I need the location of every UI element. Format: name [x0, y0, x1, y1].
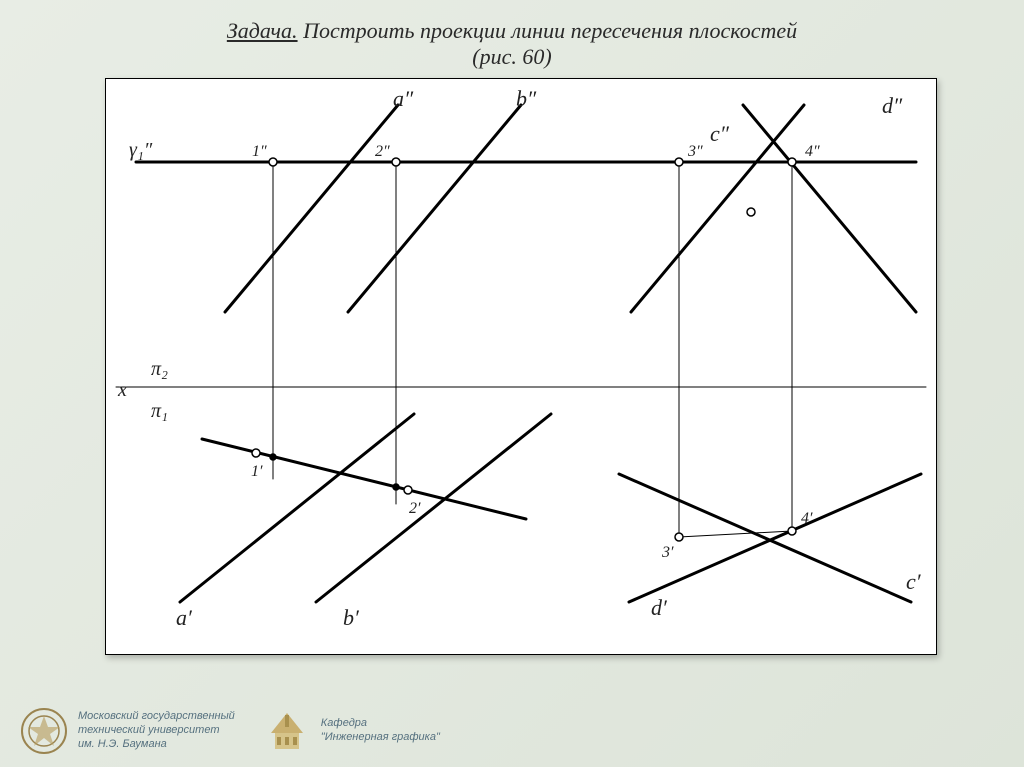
label-19: c′ — [906, 569, 922, 594]
point-10 — [393, 484, 399, 490]
main-line-7 — [619, 474, 911, 602]
label-1: b″ — [516, 86, 537, 111]
footer-org2: Кафедра"Инженерная графика" — [321, 717, 440, 745]
point-5 — [252, 449, 260, 457]
main-line-5 — [316, 414, 551, 602]
main-line-6 — [629, 474, 921, 602]
label-2: c″ — [710, 121, 730, 146]
label-9: x — [117, 379, 127, 401]
label-4: γ₁″ — [129, 139, 153, 161]
dept-building-icon — [263, 707, 311, 755]
footer-block-2: Кафедра"Инженерная графика" — [263, 707, 440, 755]
title-rest: Построить проекции линии пересечения пло… — [298, 18, 798, 69]
label-11: π₁ — [151, 400, 168, 422]
label-17: b′ — [343, 605, 360, 630]
point-8 — [788, 527, 796, 535]
label-10: π₂ — [151, 358, 168, 380]
point-1 — [392, 158, 400, 166]
point-3 — [788, 158, 796, 166]
footer-org1: Московский государственныйтехнический ун… — [78, 710, 235, 751]
point-9 — [270, 454, 276, 460]
label-7: 3″ — [687, 143, 703, 160]
point-7 — [675, 533, 683, 541]
bmstu-crest-icon — [20, 707, 68, 755]
label-14: 3′ — [661, 544, 674, 561]
footer: Московский государственныйтехнический ун… — [20, 707, 440, 755]
label-12: 1′ — [251, 463, 263, 480]
slide: Задача. Построить проекции линии пересеч… — [0, 0, 1024, 767]
label-16: a′ — [176, 605, 193, 630]
label-18: d′ — [651, 595, 668, 620]
slide-title: Задача. Построить проекции линии пересеч… — [0, 18, 1024, 70]
label-13: 2′ — [409, 500, 421, 517]
label-5: 1″ — [252, 143, 267, 160]
label-0: a″ — [393, 86, 414, 111]
main-line-3 — [743, 105, 916, 312]
projector-line-4 — [679, 531, 792, 537]
label-3: d″ — [882, 93, 903, 118]
footer-block-1: Московский государственныйтехнический ун… — [20, 707, 235, 755]
diagram-svg: a″ b″ c″ d″ γ₁″ 1″ 2″ 3″ 4″ x π₂ π₁ 1′ 2′ 3′ 4′ a′ b′ d′ c′ — [106, 79, 936, 654]
diagram-panel: a″ b″ c″ d″ γ₁″ 1″ 2″ 3″ 4″ x π₂ π₁ 1′ 2′ 3′ 4′ a′ b′ d′ c′ — [105, 78, 937, 655]
label-8: 4″ — [805, 143, 820, 160]
point-0 — [269, 158, 277, 166]
title-lead: Задача. — [227, 18, 298, 43]
point-2 — [675, 158, 683, 166]
label-6: 2″ — [375, 143, 390, 160]
point-4 — [747, 208, 755, 216]
label-15: 4′ — [801, 510, 813, 527]
point-6 — [404, 486, 412, 494]
